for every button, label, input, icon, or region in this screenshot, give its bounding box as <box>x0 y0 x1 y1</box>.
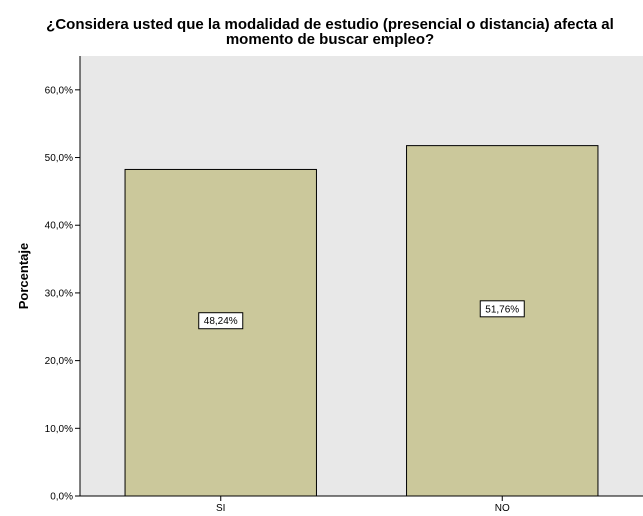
data-label-box <box>479 300 525 318</box>
y-tick-label: 40,0% <box>45 221 73 232</box>
y-tick-label: 30,0% <box>45 288 73 299</box>
x-axis: SI NO <box>80 495 643 514</box>
y-tick-label: 10,0% <box>45 424 73 435</box>
chart-title-line-1: ¿Considera usted que la modalidad de est… <box>46 16 614 33</box>
y-axis: 0,0% 10,0% 20,0% 30,0% 40,0% 50,0% 60,0% <box>45 56 81 503</box>
x-tick-label: NO <box>495 503 510 514</box>
y-tick-label: 50,0% <box>45 153 73 164</box>
bar-no <box>406 145 599 497</box>
data-label-box <box>198 312 244 330</box>
y-tick-label: 0,0% <box>50 492 73 503</box>
chart-title-line-2: momento de buscar empleo? <box>226 31 434 48</box>
bar-si <box>124 168 317 497</box>
y-tick-label: 60,0% <box>45 85 73 96</box>
data-label: 48,24% <box>204 316 238 327</box>
bars: 48,24% 51,76% <box>124 145 599 497</box>
data-label: 51,76% <box>485 304 519 315</box>
y-tick-label: 20,0% <box>45 356 73 367</box>
x-tick-label: SI <box>216 503 225 514</box>
y-axis-label: Porcentaje <box>16 243 31 309</box>
